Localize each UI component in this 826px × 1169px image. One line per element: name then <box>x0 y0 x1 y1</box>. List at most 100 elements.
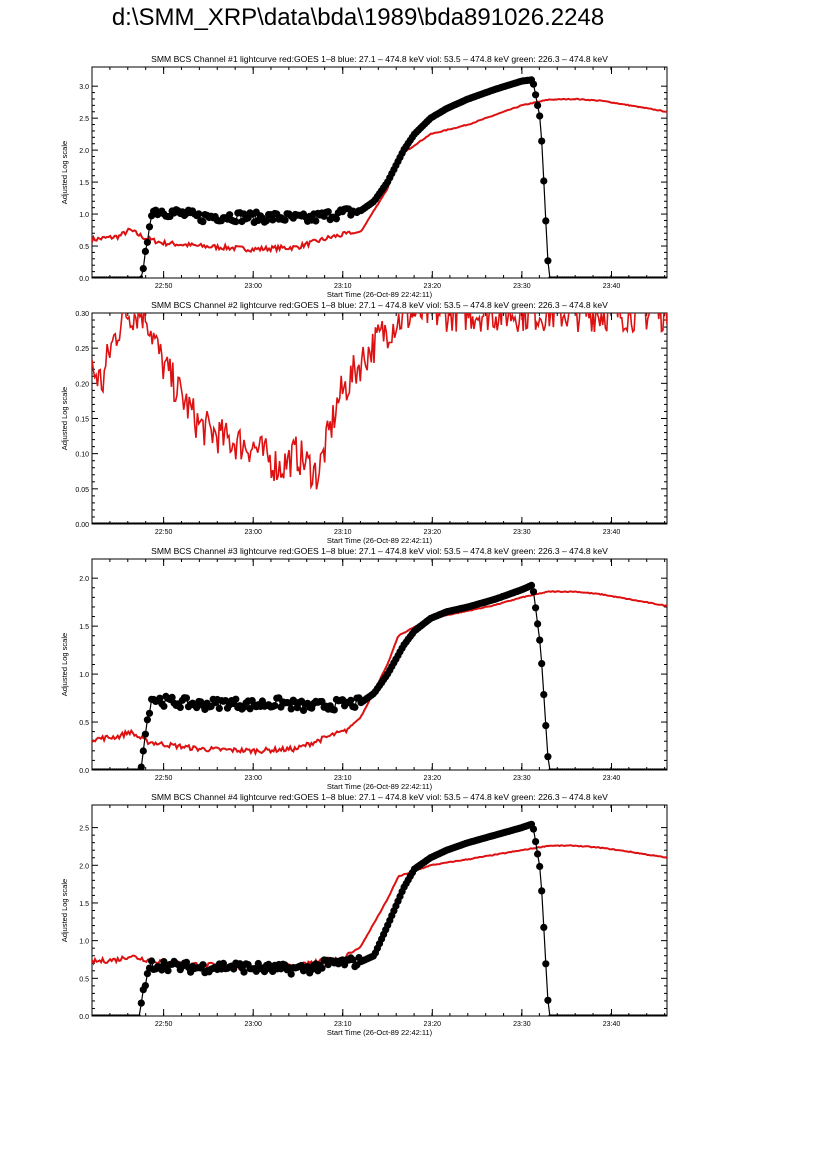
bcs-data-point <box>529 80 538 88</box>
bcs-data-point <box>263 217 271 225</box>
bcs-data-point <box>544 257 552 265</box>
bcs-data-point <box>176 703 184 712</box>
y-tick-label: 0.0 <box>79 1014 89 1021</box>
bcs-data-point <box>665 276 667 278</box>
x-tick-label: 23:00 <box>244 283 262 290</box>
goes-lightcurve-line <box>92 97 667 254</box>
bcs-data-point <box>665 522 667 524</box>
chart-title: SMM BCS Channel #3 lightcurve red:GOES 1… <box>151 546 608 556</box>
bcs-data-point <box>529 588 538 596</box>
bcs-data-point <box>287 705 295 713</box>
x-tick-label: 23:00 <box>244 529 262 536</box>
plot-frame <box>91 804 668 1017</box>
bcs-data-point <box>143 970 151 978</box>
goes-lightcurve-line <box>92 313 667 490</box>
x-tick-label: 23:40 <box>603 283 621 290</box>
plot-area <box>92 581 667 770</box>
goes-lightcurve-line <box>92 590 667 757</box>
y-tick-label: 0.10 <box>75 452 89 459</box>
bcs-data-point <box>143 716 151 724</box>
bcs-data-point <box>141 982 149 990</box>
x-tick-label: 22:50 <box>155 1021 173 1028</box>
y-tick-label: 1.0 <box>79 212 89 219</box>
bcs-data-point <box>269 216 277 224</box>
x-tick-label: 22:50 <box>155 529 173 536</box>
bcs-data-point <box>542 960 550 968</box>
bcs-data-point <box>287 970 295 978</box>
x-tick-label: 23:10 <box>334 283 352 290</box>
bcs-data-point <box>542 217 550 225</box>
bcs-data-point <box>532 91 540 99</box>
x-tick-label: 23:30 <box>513 1021 531 1028</box>
panel-4: SMM BCS Channel #4 lightcurve red:GOES 1… <box>60 792 668 1037</box>
bcs-data-point <box>538 660 546 668</box>
y-tick-label: 2.5 <box>79 116 89 123</box>
bcs-data-point <box>540 691 548 699</box>
chart-title: SMM BCS Channel #1 lightcurve red:GOES 1… <box>151 54 608 64</box>
bcs-data-point <box>148 957 156 965</box>
bcs-lightcurve-line <box>92 79 667 278</box>
bcs-data-point <box>540 923 548 932</box>
plot-frame <box>91 558 668 771</box>
bcs-data-point <box>199 218 207 226</box>
y-axis-label: Adjusted Log scale <box>60 387 69 450</box>
y-tick-label: 1.0 <box>79 939 89 946</box>
plot-area <box>92 820 667 1016</box>
x-tick-label: 23:10 <box>334 529 352 536</box>
bcs-data-point <box>536 636 544 644</box>
x-tick-label: 23:00 <box>244 1021 262 1028</box>
x-tick-label: 23:40 <box>603 1021 621 1028</box>
chart-title: SMM BCS Channel #4 lightcurve red:GOES 1… <box>151 792 608 802</box>
bcs-data-point <box>351 703 359 711</box>
y-tick-label: 0.30 <box>75 311 89 318</box>
bcs-data-point <box>232 218 240 226</box>
x-tick-label: 23:40 <box>603 529 621 536</box>
plot-frame <box>91 312 668 525</box>
bcs-data-point <box>318 697 326 706</box>
y-tick-label: 0.15 <box>75 417 89 424</box>
bcs-data-point <box>534 101 542 109</box>
bcs-data-point <box>544 996 552 1004</box>
bcs-data-point <box>532 838 540 846</box>
bcs-data-point <box>542 722 550 730</box>
bcs-data-point <box>260 968 269 976</box>
x-axis-label: Start Time (26-Oct-89 22:42:11) <box>327 536 433 545</box>
x-tick-label: 23:30 <box>513 529 531 536</box>
bcs-data-point <box>532 604 540 612</box>
bcs-data-point <box>160 702 168 710</box>
y-tick-label: 0.25 <box>75 346 89 353</box>
bcs-data-point <box>232 695 240 703</box>
bcs-data-point <box>168 693 176 702</box>
x-tick-label: 23:20 <box>424 775 442 782</box>
bcs-data-point <box>143 238 151 246</box>
bcs-data-point <box>139 265 147 273</box>
plot-area <box>92 76 667 278</box>
bcs-data-point <box>318 964 326 972</box>
y-tick-label: 1.5 <box>79 901 89 908</box>
bcs-data-point <box>226 211 234 219</box>
bcs-data-point <box>347 696 355 704</box>
y-tick-label: 0.5 <box>79 244 89 251</box>
bcs-data-point <box>665 768 667 770</box>
bcs-data-point <box>544 753 552 761</box>
bcs-data-point <box>536 112 544 120</box>
bcs-data-point <box>139 275 143 278</box>
x-tick-label: 22:50 <box>155 283 173 290</box>
x-axis-label: Start Time (26-Oct-89 22:42:11) <box>327 1028 433 1037</box>
bcs-data-point <box>536 862 544 871</box>
bcs-data-point <box>145 223 154 231</box>
bcs-data-point <box>534 620 542 628</box>
x-tick-label: 23:20 <box>424 1021 442 1028</box>
y-tick-label: 0.5 <box>79 976 89 983</box>
bcs-lightcurve-line <box>92 823 667 1016</box>
y-axis-label: Adjusted Log scale <box>60 141 69 204</box>
bcs-data-point <box>529 825 538 833</box>
bcs-data-point <box>349 956 357 964</box>
bcs-data-point <box>240 968 248 976</box>
y-tick-label: 0.5 <box>79 720 89 727</box>
bcs-data-point <box>195 210 203 218</box>
bcs-data-point <box>182 694 191 702</box>
x-axis-label: Start Time (26-Oct-89 22:42:11) <box>327 782 433 791</box>
bcs-data-point <box>538 887 546 895</box>
